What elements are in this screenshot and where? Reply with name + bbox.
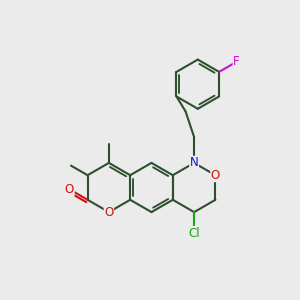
Text: O: O <box>65 183 74 196</box>
Text: O: O <box>211 169 220 182</box>
Text: O: O <box>104 206 113 219</box>
Text: N: N <box>190 156 199 170</box>
Text: Cl: Cl <box>188 226 200 239</box>
Text: F: F <box>233 55 240 68</box>
